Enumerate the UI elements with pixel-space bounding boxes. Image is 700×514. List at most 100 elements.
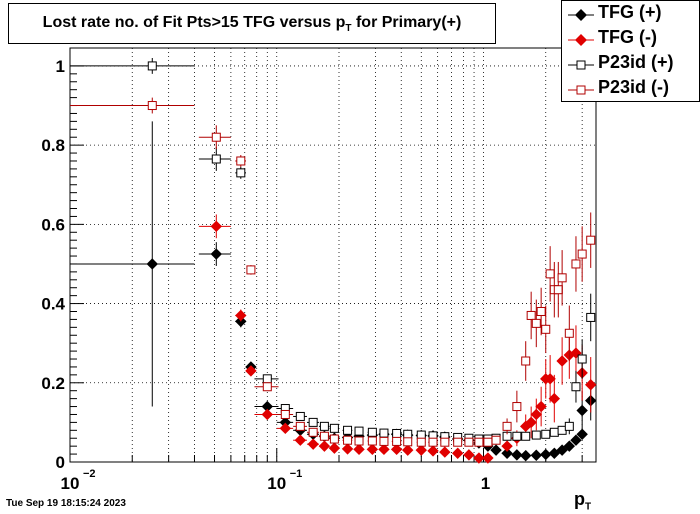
data-point [473,452,485,464]
y-tick-label: 0.8 [41,136,65,155]
data-point [146,258,158,270]
data-point [279,422,292,435]
data-point [535,400,547,413]
y-tick-label: 0 [56,453,65,472]
legend-entry-tfg-minus: TFG (-) [562,26,699,51]
data-point [319,421,329,431]
data-point [521,431,531,441]
series-layer [70,58,597,464]
data-point [526,310,536,320]
legend-marker-black-square [568,60,594,70]
data-point [525,416,537,429]
data-point [403,437,413,447]
x-tick-label: 10 [61,474,80,493]
legend-entry-p23id-minus: P23id (-) [562,76,699,101]
data-point [520,449,532,462]
axes [69,47,597,463]
data-point [328,442,341,454]
data-point [545,269,555,279]
data-point [211,132,221,142]
data-point [571,382,581,392]
data-point [483,437,493,447]
legend-marker-black-diamond [568,9,594,21]
data-point [210,220,223,233]
y-tick-label: 0.6 [41,215,65,234]
legend-label: TFG (-) [598,27,657,47]
data-point [295,421,305,431]
data-point [531,430,541,440]
data-point [576,428,588,440]
data-point [464,437,474,447]
data-point [261,408,274,421]
data-point [403,429,413,439]
x-axis-label: pT [574,489,591,513]
data-point [540,448,552,461]
data-point [294,434,307,446]
data-point [541,324,551,334]
data-point [427,445,439,457]
data-point [366,443,379,456]
data-point [577,354,587,364]
data-point [440,437,450,447]
data-point [548,392,561,405]
data-point [147,101,157,111]
legend: TFG (+) TFG (-) P23id (+) P23id (-) [561,0,700,102]
y-tick-label: 0.2 [41,374,65,393]
data-point [318,440,331,452]
data-point [463,449,475,461]
data-point [571,259,581,269]
data-point [307,438,319,450]
data-point [343,435,353,445]
data-point [530,449,542,461]
data-point [354,426,364,436]
data-point [491,435,501,445]
data-point [236,156,246,166]
data-point [402,444,414,456]
legend-marker-red-square [568,85,594,95]
data-point [521,356,531,366]
data-point [319,431,329,441]
data-point [451,447,464,459]
data-point [502,421,512,431]
data-point [570,434,582,446]
data-point [501,447,513,459]
data-point [329,423,339,433]
data-point [392,428,402,438]
timestamp: Tue Sep 19 18:15:24 2023 [6,498,126,509]
data-point [379,428,389,438]
x-axis-label-main: p [574,489,585,509]
data-point [245,365,257,377]
data-point [379,436,389,446]
data-point [147,61,157,71]
data-point [530,408,542,421]
data-point [549,427,559,437]
data-point [585,379,597,391]
x-tick-label: 1 [481,474,490,493]
x-tick-exponent: −1 [290,468,303,480]
data-point [210,248,223,260]
x-tick-label: 10 [267,474,286,493]
x-tick-exponent: −2 [83,468,96,480]
data-point [531,318,541,328]
data-point [235,309,247,322]
data-point [378,443,390,456]
data-point [295,411,305,421]
data-point [586,235,596,245]
data-point [415,444,427,456]
data-point [557,273,567,283]
x-axis-label-sub: T [585,501,592,513]
data-point [341,443,354,455]
legend-label: P23id (+) [598,52,674,72]
data-point [416,437,426,447]
chart-title-main: Lost rate no. of Fit Pts>15 TFG versus p [42,14,346,31]
data-point [428,437,438,447]
plot-frame [69,47,597,463]
data-point [453,437,463,447]
data-point [367,436,377,446]
legend-marker-red-diamond [568,34,594,46]
legend-entry-p23id-plus: P23id (+) [562,51,699,76]
data-point [576,404,588,417]
data-point [392,436,402,446]
